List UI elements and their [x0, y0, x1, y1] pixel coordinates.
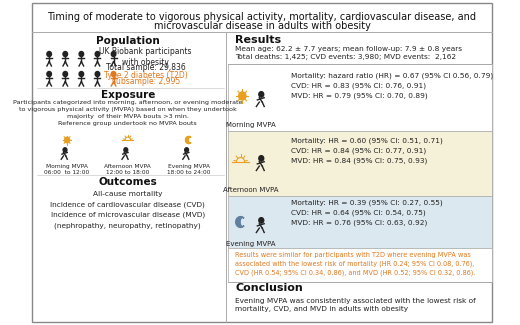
Text: Timing of moderate to vigorous physical activity, mortality, cardiovascular dise: Timing of moderate to vigorous physical … [47, 12, 476, 22]
Circle shape [111, 51, 116, 57]
Text: Mortality: hazard ratio (HR) = 0.67 (95% CI 0.56, 0.79)
CVD: HR = 0.83 (95% CI: : Mortality: hazard ratio (HR) = 0.67 (95%… [291, 73, 493, 99]
Text: Type 2 diabetes (T2D): Type 2 diabetes (T2D) [104, 71, 188, 80]
Circle shape [79, 72, 84, 77]
Text: Mortality: HR = 0.60 (95% CI: 0.51, 0.71)
CVD: HR = 0.84 (95% CI: 0.77, 0.91)
MV: Mortality: HR = 0.60 (95% CI: 0.51, 0.71… [291, 138, 443, 164]
Circle shape [259, 218, 264, 223]
FancyBboxPatch shape [228, 196, 492, 248]
Circle shape [239, 92, 246, 100]
Text: Conclusion: Conclusion [235, 283, 303, 293]
Circle shape [63, 72, 68, 77]
Circle shape [64, 137, 70, 143]
Text: Population: Population [96, 36, 160, 46]
FancyBboxPatch shape [32, 3, 492, 322]
Text: Evening MVPA: Evening MVPA [227, 241, 276, 247]
Text: Participants categorized into morning, afternoon, or evening moderate
to vigorou: Participants categorized into morning, a… [13, 100, 243, 126]
Polygon shape [186, 136, 191, 144]
FancyBboxPatch shape [228, 248, 492, 282]
Text: Evening MVPA was consistently associated with the lowest risk of
mortality, CVD,: Evening MVPA was consistently associated… [235, 297, 476, 313]
Polygon shape [236, 216, 244, 228]
Text: Results: Results [235, 35, 281, 45]
Text: subsample: 2,995: subsample: 2,995 [112, 77, 180, 86]
Text: Morning MVPA: Morning MVPA [226, 122, 276, 128]
Circle shape [79, 51, 84, 57]
FancyBboxPatch shape [228, 64, 492, 131]
Text: Results were similar for participants with T2D where evening MVPA was
associated: Results were similar for participants wi… [235, 252, 475, 277]
Text: Afternoon MVPA
12:00 to 18:00: Afternoon MVPA 12:00 to 18:00 [105, 164, 151, 175]
Text: Morning MVPA
06:00  to 12:00: Morning MVPA 06:00 to 12:00 [44, 164, 89, 175]
Circle shape [63, 51, 68, 57]
Text: microvascular disease in adults with obesity: microvascular disease in adults with obe… [153, 21, 370, 31]
Text: UK Biobank participants
with obesity: UK Biobank participants with obesity [99, 47, 192, 67]
Text: Mean age: 62.2 ± 7.7 years; mean follow-up: 7.9 ± 0.8 years
Total deaths: 1,425;: Mean age: 62.2 ± 7.7 years; mean follow-… [235, 46, 462, 60]
FancyBboxPatch shape [228, 131, 492, 196]
Text: Outcomes: Outcomes [98, 177, 157, 187]
Circle shape [47, 72, 51, 77]
Text: All-cause mortality
Incidence of cardiovascular disease (CVD)
Incidence of micro: All-cause mortality Incidence of cardiov… [50, 191, 205, 229]
Circle shape [111, 72, 116, 77]
Text: Evening MVPA
18:00 to 24:00: Evening MVPA 18:00 to 24:00 [167, 164, 211, 175]
Circle shape [259, 92, 264, 97]
Circle shape [124, 148, 128, 152]
Text: Total sample: 29,836: Total sample: 29,836 [106, 63, 186, 72]
Circle shape [185, 148, 188, 152]
Text: Mortality: HR = 0.39 (95% CI: 0.27, 0.55)
CVD: HR = 0.64 (95% CI: 0.54, 0.75)
MV: Mortality: HR = 0.39 (95% CI: 0.27, 0.55… [291, 200, 443, 226]
Circle shape [47, 51, 51, 57]
Text: Exposure: Exposure [101, 90, 155, 100]
Circle shape [259, 156, 264, 161]
Text: Afternoon MVPA: Afternoon MVPA [224, 187, 279, 193]
Circle shape [63, 148, 67, 152]
Circle shape [95, 72, 100, 77]
Circle shape [95, 51, 100, 57]
